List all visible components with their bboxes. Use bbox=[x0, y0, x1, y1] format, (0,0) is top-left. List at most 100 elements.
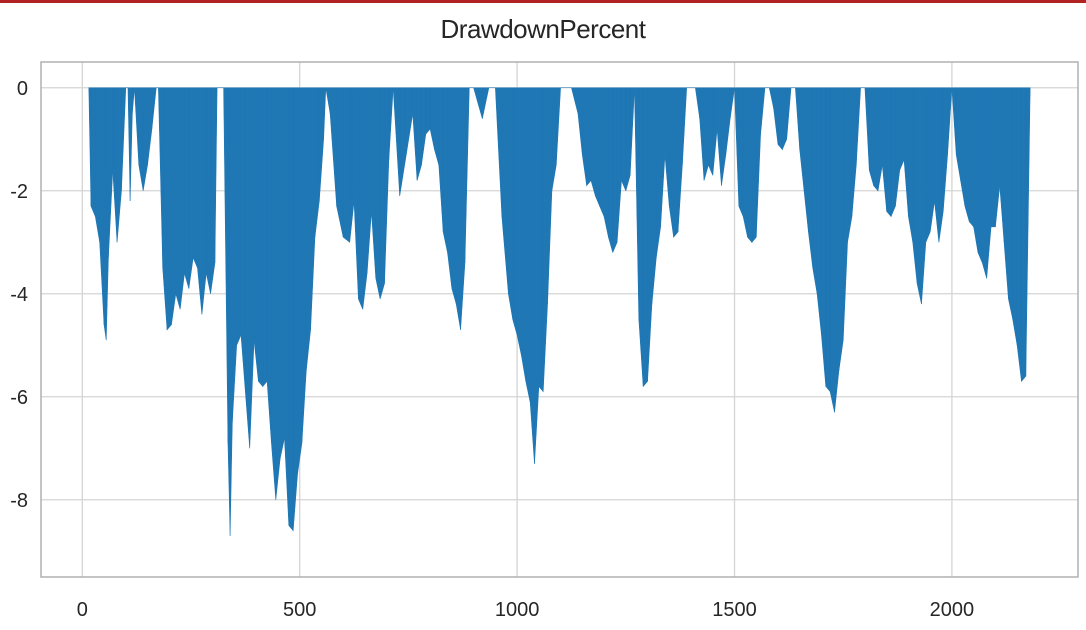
drawdown-segment bbox=[682, 87, 687, 166]
drawdown-segment bbox=[942, 87, 948, 212]
drawdown-segment bbox=[525, 87, 531, 402]
drawdown-segment bbox=[847, 87, 853, 243]
drawdown-segment bbox=[121, 87, 127, 191]
drawdown-segment bbox=[838, 87, 844, 372]
drawdown-segment bbox=[725, 87, 731, 155]
drawdown-segment bbox=[508, 87, 514, 320]
drawdown-segment bbox=[197, 87, 203, 315]
y-tick-label: -8 bbox=[10, 490, 28, 512]
drawdown-segment bbox=[873, 87, 879, 192]
drawdown-segment bbox=[851, 87, 857, 217]
drawdown-segment bbox=[379, 87, 385, 299]
drawdown-segment bbox=[734, 87, 740, 207]
drawdown-segment bbox=[179, 87, 185, 310]
drawdown-segment bbox=[129, 87, 133, 202]
y-tick-label: 0 bbox=[17, 78, 28, 100]
drawdown-segment bbox=[760, 87, 766, 135]
drawdown-segment bbox=[412, 87, 418, 181]
drawdown-segment bbox=[229, 87, 233, 536]
drawdown-segment bbox=[362, 87, 368, 310]
drawdown-segment bbox=[88, 87, 92, 207]
drawdown-segment bbox=[903, 87, 909, 217]
x-tick-label: 0 bbox=[77, 599, 88, 621]
axes-frame bbox=[40, 61, 1079, 578]
drawdown-segment bbox=[429, 87, 435, 150]
drawdown-segment bbox=[803, 87, 809, 232]
drawdown-segment bbox=[425, 87, 431, 135]
drawdown-segment bbox=[384, 87, 390, 284]
y-tick-label: -4 bbox=[10, 284, 28, 306]
drawdown-segment bbox=[982, 87, 987, 279]
drawdown-segment bbox=[464, 87, 470, 263]
drawdown-segment bbox=[938, 87, 944, 243]
drawdown-segment bbox=[103, 87, 107, 341]
drawdown-segment bbox=[864, 87, 870, 171]
drawdown-segment bbox=[695, 87, 701, 119]
drawdown-segment bbox=[271, 87, 277, 500]
drawdown-segment bbox=[258, 87, 264, 388]
drawdown-segment bbox=[629, 87, 635, 176]
drawdown-segment bbox=[434, 87, 440, 166]
drawdown-segment bbox=[668, 87, 674, 238]
drawdown-segment bbox=[877, 87, 883, 191]
drawdown-segment bbox=[973, 87, 979, 253]
drawdown-segment bbox=[323, 87, 327, 140]
data-layer bbox=[88, 87, 1031, 536]
drawdown-segment bbox=[301, 87, 307, 444]
drawdown-segment bbox=[392, 87, 401, 196]
drawdown-segment bbox=[349, 87, 355, 243]
drawdown-segment bbox=[325, 87, 331, 114]
drawdown-segment bbox=[105, 87, 109, 341]
drawdown-segment bbox=[371, 87, 377, 279]
axes-box bbox=[40, 61, 1079, 578]
drawdown-segment bbox=[201, 87, 207, 315]
drawdown-segment bbox=[512, 87, 518, 336]
y-tick-label: -2 bbox=[10, 181, 28, 203]
drawdown-segment bbox=[968, 87, 974, 228]
drawdown-segment bbox=[577, 87, 583, 155]
drawdown-segment bbox=[990, 87, 996, 228]
drawdown-segment bbox=[551, 87, 557, 191]
drawdown-segment bbox=[834, 87, 840, 413]
drawdown-segment bbox=[816, 87, 822, 335]
drawdown-segment bbox=[336, 87, 344, 238]
drawdown-segment bbox=[521, 87, 527, 382]
drawdown-segment bbox=[108, 87, 114, 258]
drawdown-segment bbox=[1016, 87, 1022, 382]
drawdown-segment bbox=[660, 87, 666, 227]
drawdown-segment bbox=[1012, 87, 1018, 346]
drawdown-segment bbox=[977, 87, 983, 263]
drawdown-segment bbox=[964, 87, 970, 222]
x-tick-label: 500 bbox=[283, 599, 316, 621]
drawdown-segment bbox=[240, 87, 246, 392]
drawdown-segment bbox=[116, 87, 122, 243]
drawdown-segment bbox=[634, 87, 640, 320]
drawdown-segment bbox=[223, 87, 229, 444]
drawdown-segment bbox=[812, 87, 818, 294]
drawdown-segment bbox=[455, 87, 461, 330]
drawdown-segment bbox=[612, 87, 618, 253]
drawdown-segment bbox=[595, 87, 601, 207]
drawdown-segment bbox=[882, 87, 887, 212]
drawdown-segment bbox=[586, 87, 592, 187]
drawdown-segment bbox=[314, 87, 320, 238]
drawdown-segment bbox=[184, 87, 190, 289]
drawdown-segment bbox=[227, 87, 231, 536]
y-tick-label: -6 bbox=[10, 387, 28, 409]
drawdown-segment bbox=[855, 87, 861, 166]
drawdown-segment bbox=[95, 87, 100, 243]
drawdown-segment bbox=[912, 87, 918, 284]
drawdown-segment bbox=[782, 87, 787, 150]
drawdown-segment bbox=[318, 87, 324, 202]
drawdown-segment bbox=[673, 87, 679, 238]
x-tick-label: 1000 bbox=[495, 599, 540, 621]
drawdown-segment bbox=[729, 87, 735, 119]
drawdown-segment bbox=[677, 87, 683, 232]
drawdown-segment bbox=[134, 87, 140, 166]
drawdown-segment bbox=[473, 87, 479, 104]
drawdown-segment bbox=[960, 87, 966, 207]
drawdown-segment bbox=[249, 87, 255, 449]
drawdown-segment bbox=[825, 87, 831, 393]
drawdown-segment bbox=[214, 87, 218, 263]
drawdown-segment bbox=[482, 87, 490, 119]
